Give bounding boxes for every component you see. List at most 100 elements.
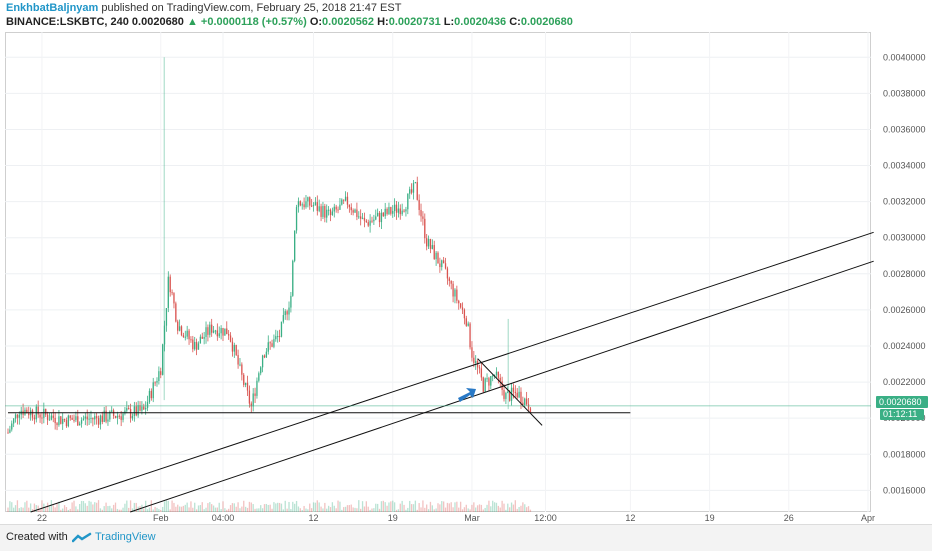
candle-body — [441, 260, 443, 268]
candle-body — [58, 416, 60, 426]
volume-bar — [146, 509, 149, 512]
time-tick-label: 26 — [784, 513, 794, 523]
price-tick-label: 0.0024000 — [883, 341, 926, 351]
volume-bar — [488, 500, 490, 512]
price-tag-value: 0.0020680 — [879, 397, 922, 407]
volume-bar — [31, 509, 34, 512]
volume-bar — [380, 501, 383, 512]
candle-body — [497, 371, 500, 378]
volume-bar — [95, 502, 98, 512]
candle-body — [71, 417, 73, 420]
candle-body — [254, 393, 256, 396]
volume-bar — [229, 505, 232, 512]
author-link[interactable]: EnkhbatBaljnyam — [6, 2, 99, 14]
candle-body — [348, 204, 351, 208]
chart-canvas[interactable]: 0.00160000.00180000.00200000.00220000.00… — [0, 0, 932, 524]
candle-body — [56, 423, 58, 426]
volume-bar — [205, 507, 207, 512]
volume-bar — [529, 509, 532, 512]
time-tick-label: 12:00 — [534, 513, 557, 523]
tradingview-brand[interactable]: TradingView — [95, 531, 156, 543]
candle-body — [260, 367, 262, 374]
volume-bar — [454, 502, 456, 512]
price-tag-box — [876, 396, 928, 408]
candle-body — [463, 309, 466, 319]
chart-frame[interactable] — [5, 32, 871, 512]
candle-body — [424, 218, 426, 239]
volume-bar — [510, 502, 513, 512]
volume-bar — [390, 501, 392, 512]
volume-bar — [41, 500, 43, 512]
volume-bar — [448, 503, 450, 512]
candle-body — [343, 199, 345, 201]
candle-body — [131, 415, 134, 419]
price-axis[interactable]: 0.00160000.00180000.00200000.00220000.00… — [883, 52, 926, 495]
candle-body — [450, 280, 452, 284]
volume-bar — [60, 509, 62, 512]
candle-body — [297, 201, 300, 208]
volume-bar — [407, 507, 409, 512]
volume-bar — [522, 502, 524, 512]
candle-body — [339, 204, 341, 210]
volume-bar — [303, 505, 305, 512]
volume-bar — [382, 500, 384, 512]
open-value: 0.0020562 — [322, 16, 375, 28]
candle-body — [158, 371, 160, 381]
last-price: 0.0020680 — [131, 16, 184, 28]
candle-body — [403, 210, 405, 212]
volume-bar — [282, 509, 285, 512]
volume-bar — [258, 508, 260, 512]
candle-body — [43, 408, 45, 418]
candle-body — [316, 202, 318, 211]
candle-body — [128, 408, 130, 410]
volume-bar — [358, 500, 360, 512]
candle-body — [46, 414, 49, 421]
volume-bar — [152, 509, 154, 512]
volume-bar — [231, 503, 234, 512]
volume-bar — [226, 509, 228, 512]
candle-body — [41, 417, 43, 419]
volume-bar — [24, 502, 26, 512]
volume-bar — [212, 505, 215, 512]
candle-body — [114, 415, 117, 418]
candle-body — [209, 324, 211, 335]
volume-bar — [503, 503, 505, 512]
volume-bar — [48, 506, 51, 512]
volume-bar — [324, 502, 326, 512]
candle-body — [101, 415, 103, 422]
volume-bar — [273, 502, 275, 512]
candle-body — [124, 410, 126, 414]
volume-bar — [301, 509, 303, 512]
volume-bar — [227, 508, 230, 512]
candle-body — [218, 333, 220, 337]
symbol-label[interactable]: BINANCE:LSKBTC, 240 — [6, 16, 129, 28]
candle-body — [356, 209, 358, 217]
candle-body — [90, 417, 92, 419]
candle-body — [310, 205, 313, 207]
candle-body — [371, 220, 373, 222]
volume-bar — [371, 508, 373, 512]
volume-bar — [214, 507, 217, 512]
time-axis[interactable]: 22 Feb 04:00 12 19 Mar 12:00 12 19 26 Apr — [37, 513, 875, 523]
volume-bar — [452, 507, 454, 512]
candle-body — [341, 199, 343, 205]
volume-bar — [52, 505, 54, 512]
candle-body — [392, 210, 394, 214]
volume-bar — [160, 509, 162, 512]
candle-body — [352, 210, 354, 213]
publish-line: EnkhbatBaljnyam published on TradingView… — [6, 2, 401, 14]
candle-body — [480, 368, 483, 378]
candle-body — [195, 341, 198, 350]
volume-bar — [252, 504, 254, 512]
candle-body — [431, 245, 434, 249]
volume-bar — [277, 502, 279, 512]
tradingview-logo-icon[interactable] — [71, 531, 92, 549]
volume-bar — [239, 508, 241, 512]
volume-bar — [339, 501, 341, 512]
candle-body — [107, 419, 109, 422]
candle-body — [284, 311, 286, 316]
volume-bar — [333, 505, 335, 512]
volume-bar — [294, 503, 296, 512]
volume-bar — [158, 509, 160, 512]
candle-body — [375, 216, 377, 220]
